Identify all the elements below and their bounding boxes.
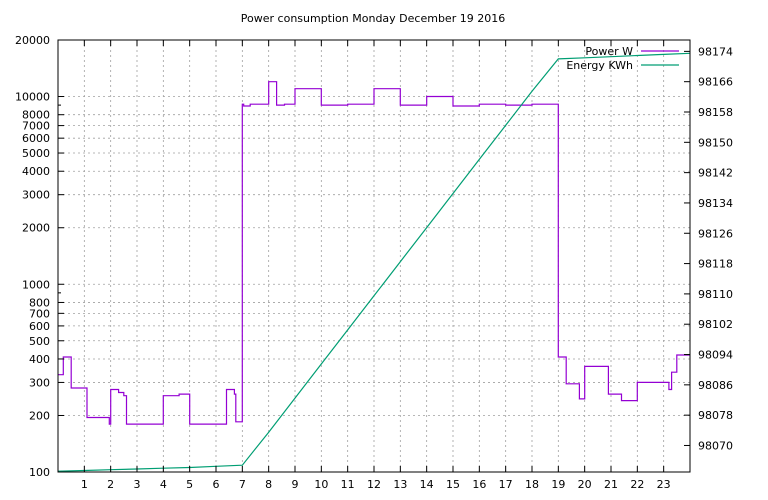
y-tick-label: 7000: [22, 120, 50, 133]
x-tick-label: 15: [446, 478, 460, 491]
chart-title: Power consumption Monday December 19 201…: [241, 12, 505, 25]
y2-tick-label: 98142: [698, 167, 733, 180]
series-line-power: [58, 81, 690, 425]
x-tick-label: 5: [186, 478, 193, 491]
x-tick-label: 23: [657, 478, 671, 491]
x-tick-label: 1: [81, 478, 88, 491]
x-tick-label: 20: [578, 478, 592, 491]
y2-tick-label: 98078: [698, 409, 733, 422]
y-tick-label: 800: [29, 296, 50, 309]
x-tick-label: 3: [134, 478, 141, 491]
y2-tick-label: 98174: [698, 45, 733, 58]
y-tick-label: 8000: [22, 109, 50, 122]
y2-tick-label: 98094: [698, 349, 733, 362]
y-tick-label: 700: [29, 307, 50, 320]
y-tick-label: 20000: [15, 34, 50, 47]
x-tick-label: 10: [314, 478, 328, 491]
y2-tick-label: 98126: [698, 227, 733, 240]
y2-tick-label: 98134: [698, 197, 733, 210]
y-tick-label: 400: [29, 353, 50, 366]
y-tick-label: 4000: [22, 165, 50, 178]
x-tick-label: 9: [292, 478, 299, 491]
y-tick-label: 200: [29, 409, 50, 422]
y2-tick-label: 98110: [698, 288, 733, 301]
x-tick-label: 19: [551, 478, 565, 491]
y-tick-label: 100: [29, 466, 50, 479]
x-tick-label: 22: [630, 478, 644, 491]
x-tick-label: 4: [160, 478, 167, 491]
x-tick-label: 17: [499, 478, 513, 491]
y-tick-label: 6000: [22, 132, 50, 145]
x-tick-label: 7: [239, 478, 246, 491]
y-tick-label: 5000: [22, 147, 50, 160]
y-tick-label: 300: [29, 376, 50, 389]
y2-tick-label: 98118: [698, 258, 733, 271]
grid-layer: [58, 40, 690, 472]
y2-tick-label: 98086: [698, 379, 733, 392]
y-tick-label: 600: [29, 320, 50, 333]
x-tick-label: 2: [107, 478, 114, 491]
y-tick-label: 1000: [22, 278, 50, 291]
x-tick-label: 14: [420, 478, 434, 491]
legend-label-energy: Energy KWh: [566, 59, 633, 72]
y-tick-label: 3000: [22, 189, 50, 202]
x-tick-label: 12: [367, 478, 381, 491]
y2-tick-label: 98070: [698, 439, 733, 452]
x-tick-label: 11: [341, 478, 355, 491]
y2-tick-label: 98102: [698, 318, 733, 331]
x-tick-label: 8: [265, 478, 272, 491]
x-tick-label: 21: [604, 478, 618, 491]
legend-label-power: Power W: [585, 45, 633, 58]
x-tick-label: 6: [213, 478, 220, 491]
y-tick-label: 2000: [22, 222, 50, 235]
y-tick-label: 10000: [15, 91, 50, 104]
y2-tick-label: 98158: [698, 106, 733, 119]
y-tick-label: 500: [29, 335, 50, 348]
y2-tick-label: 98150: [698, 136, 733, 149]
tick-layer: 1 2 3 4 5 6 7 8 9 10 11 12 13 14 15 16 17 18 19 20 21 22 23100…: [15, 34, 733, 491]
x-tick-label: 16: [472, 478, 486, 491]
x-tick-label: 13: [393, 478, 407, 491]
x-tick-label: 18: [525, 478, 539, 491]
y2-tick-label: 98166: [698, 76, 733, 89]
